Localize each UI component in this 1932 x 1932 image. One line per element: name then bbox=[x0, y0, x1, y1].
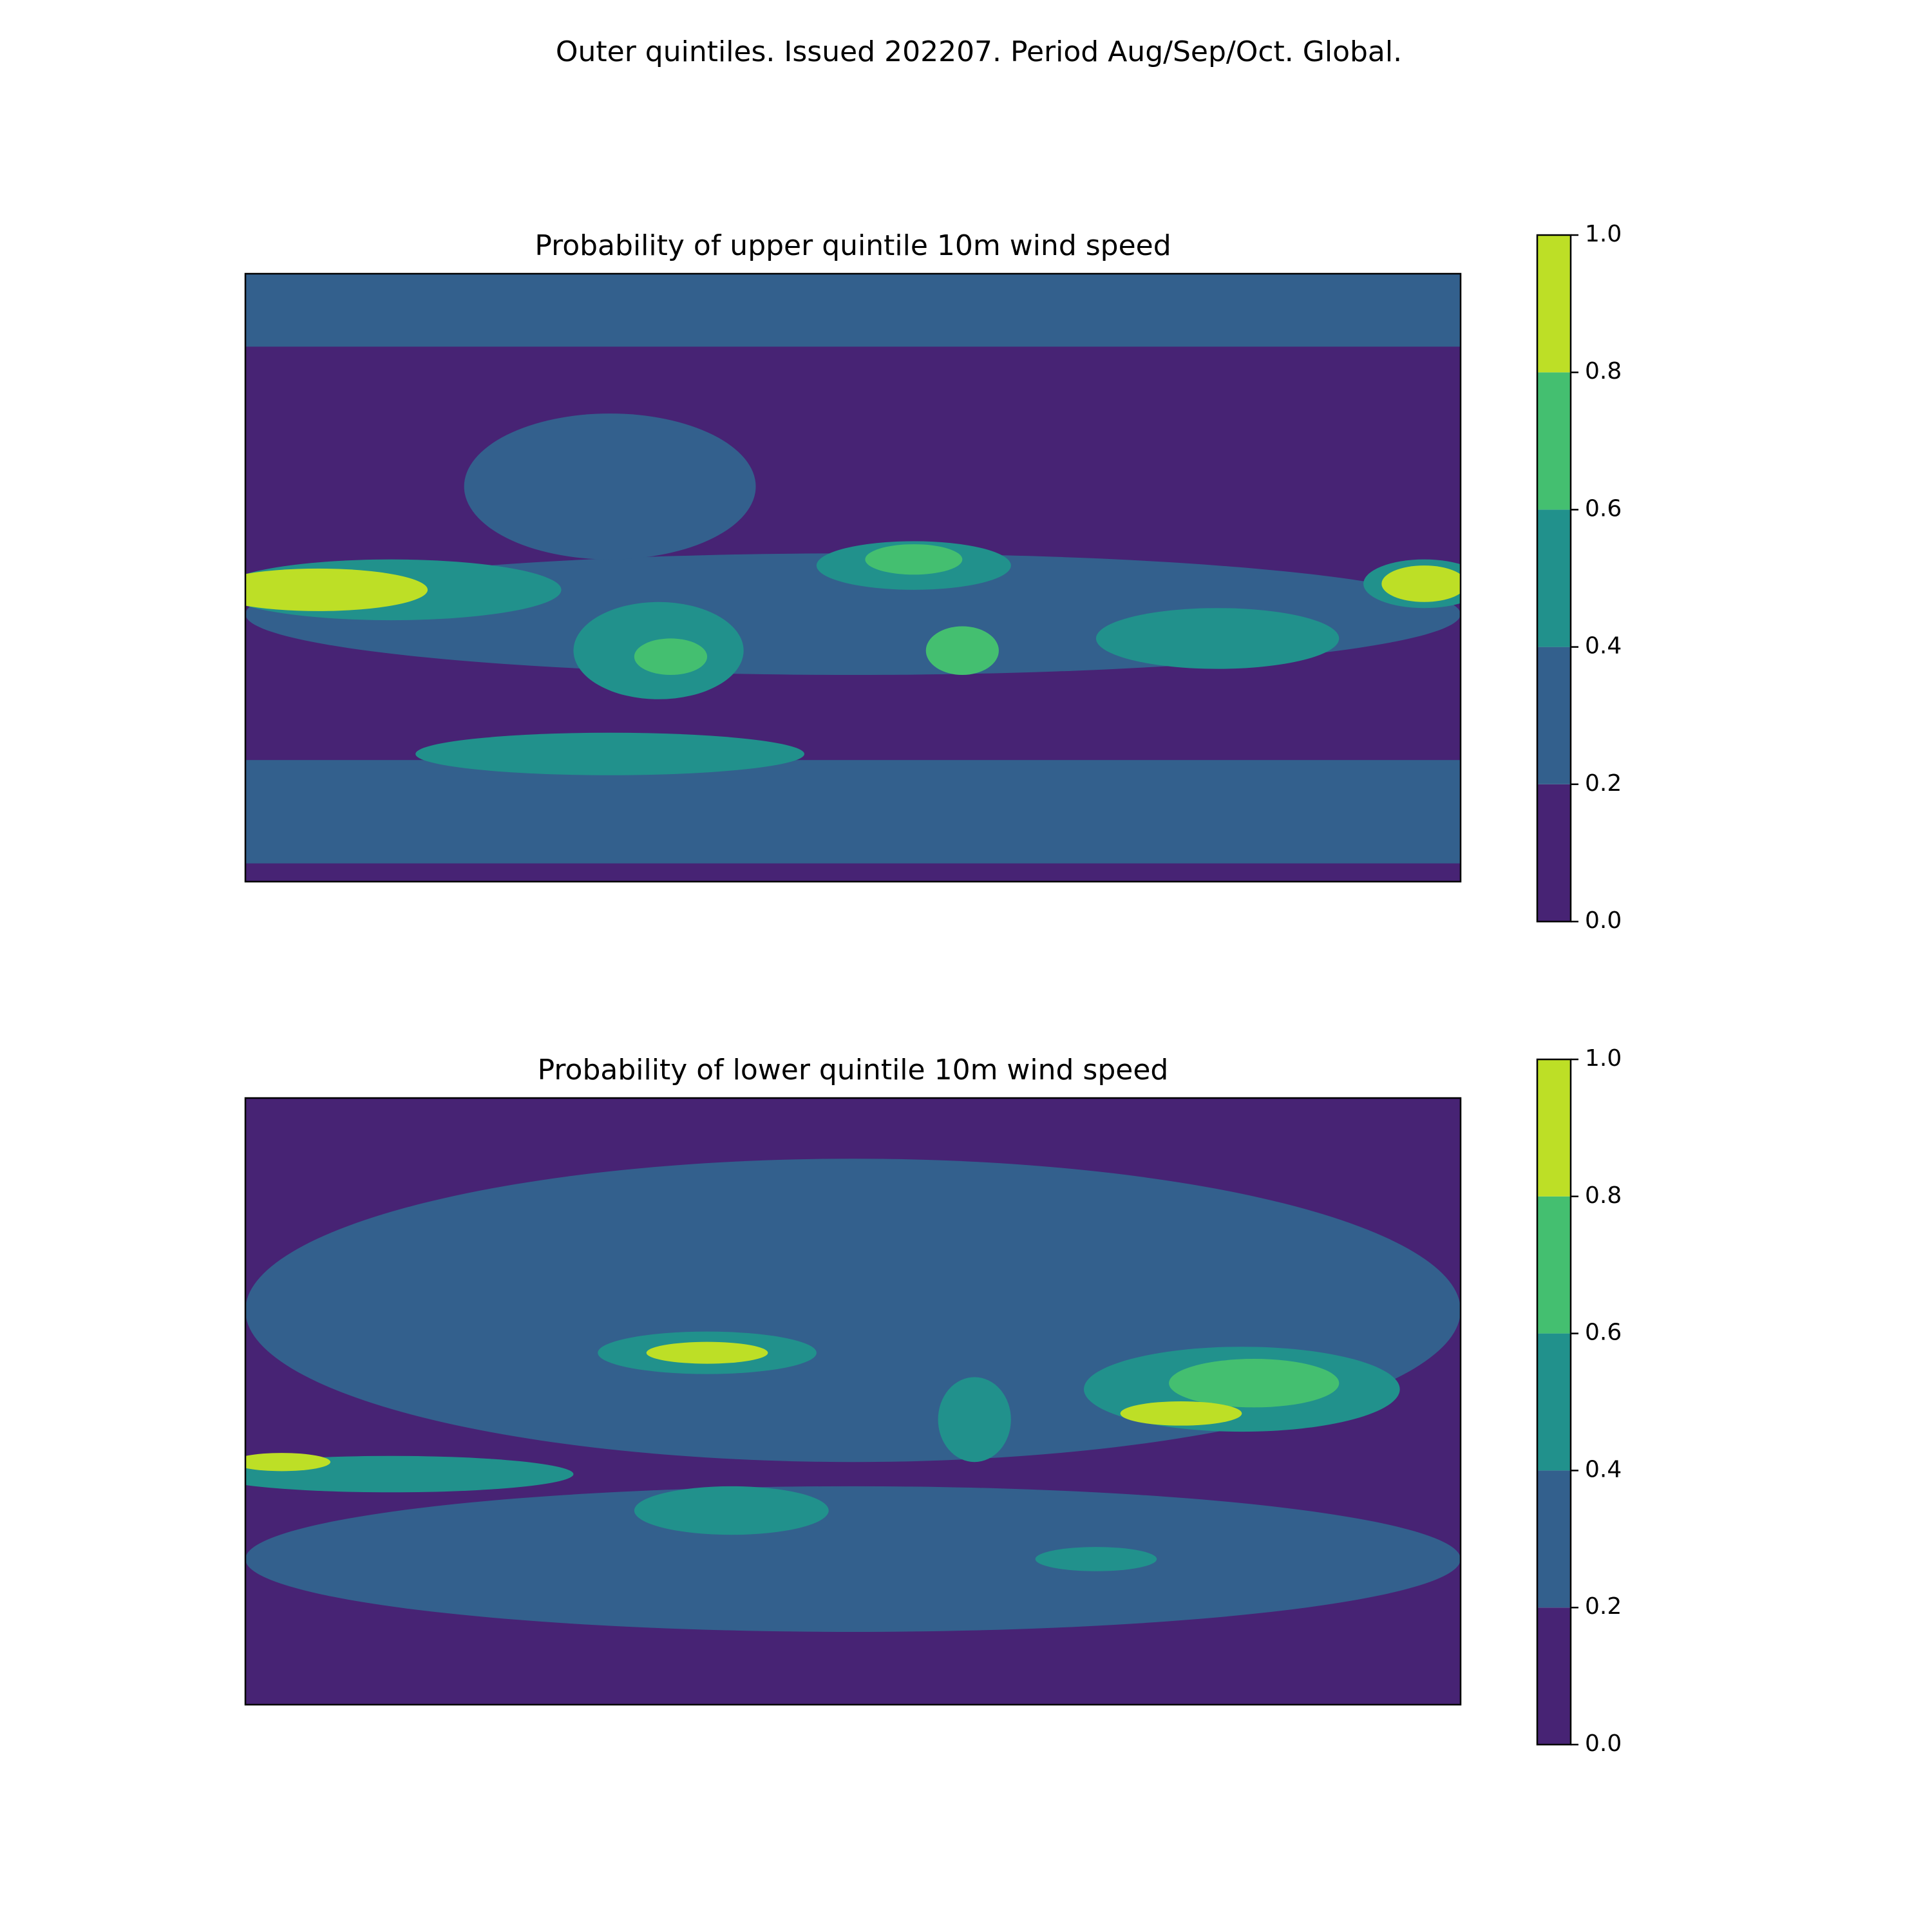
contour-region bbox=[1120, 1401, 1242, 1426]
colorbar-frame bbox=[1536, 1058, 1572, 1746]
colorbar-segment bbox=[1537, 784, 1571, 922]
colorbar-segment bbox=[1537, 509, 1571, 647]
map-area bbox=[245, 1098, 1461, 1705]
colorbar-tick-label: 0.0 bbox=[1585, 907, 1622, 934]
contour-region bbox=[245, 568, 428, 611]
colorbar-segment bbox=[1537, 1196, 1571, 1334]
colorbar-segment bbox=[1537, 1607, 1571, 1745]
contour-region bbox=[865, 544, 963, 575]
map-title: Probability of lower quintile 10m wind s… bbox=[538, 1054, 1169, 1086]
contour-region bbox=[634, 1486, 829, 1535]
map-frame bbox=[244, 272, 1462, 883]
colorbar-segment bbox=[1537, 1059, 1571, 1197]
contour-region bbox=[634, 638, 708, 676]
colorbar-segment bbox=[1537, 1470, 1571, 1608]
contour-region bbox=[646, 1341, 768, 1364]
colorbar-tick-label: 0.4 bbox=[1585, 1456, 1622, 1482]
contour-region bbox=[245, 1453, 331, 1472]
map-area bbox=[245, 274, 1461, 882]
colorbar-tick-label: 0.6 bbox=[1585, 495, 1622, 522]
figure-title: Outer quintiles. Issued 202207. Period A… bbox=[556, 35, 1402, 68]
contour-region bbox=[245, 760, 1461, 864]
colorbar-segment bbox=[1537, 372, 1571, 510]
contour-region bbox=[464, 413, 756, 560]
map-frame bbox=[244, 1097, 1462, 1706]
contour-region bbox=[1095, 608, 1340, 669]
contour-region bbox=[245, 274, 1461, 347]
colorbar-tick-label: 0.8 bbox=[1585, 358, 1622, 384]
contour-region bbox=[1035, 1547, 1157, 1571]
colorbar-tick-label: 0.2 bbox=[1585, 770, 1622, 797]
colorbar-tick-label: 0.0 bbox=[1585, 1730, 1622, 1757]
map-title: Probability of upper quintile 10m wind s… bbox=[535, 229, 1171, 262]
colorbar-segment bbox=[1537, 1333, 1571, 1471]
contour-region bbox=[245, 1674, 1461, 1705]
contour-region bbox=[415, 732, 805, 775]
colorbar-tick-label: 0.2 bbox=[1585, 1593, 1622, 1620]
colorbar-tick-label: 0.8 bbox=[1585, 1182, 1622, 1209]
contour-region bbox=[1381, 565, 1461, 602]
colorbar-tick-label: 1.0 bbox=[1585, 1045, 1622, 1072]
contour-region bbox=[925, 626, 999, 676]
colorbar-segment bbox=[1537, 647, 1571, 784]
contour-region bbox=[938, 1377, 1011, 1463]
colorbar-frame bbox=[1536, 234, 1572, 923]
contour-region bbox=[245, 1486, 1461, 1632]
colorbar-tick-label: 0.4 bbox=[1585, 633, 1622, 659]
colorbar-segment bbox=[1537, 235, 1571, 373]
colorbar-tick-label: 1.0 bbox=[1585, 221, 1622, 247]
colorbar-tick-label: 0.6 bbox=[1585, 1320, 1622, 1346]
contour-region bbox=[1169, 1359, 1340, 1408]
